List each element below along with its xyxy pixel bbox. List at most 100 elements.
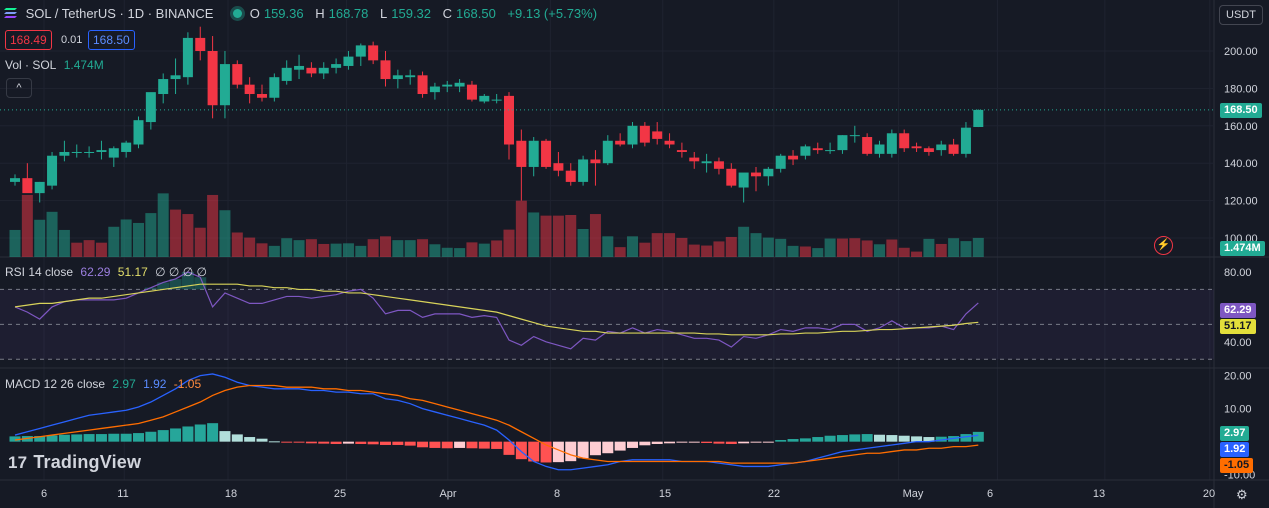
macd-histogram-bar — [108, 433, 120, 442]
symbol-label[interactable]: SOL / TetherUS · 1D · BINANCE — [25, 6, 214, 21]
macd-histogram-bar — [849, 434, 861, 442]
volume-bar — [231, 232, 243, 257]
candle-body — [257, 94, 267, 98]
rsi-label: RSI 14 close — [5, 265, 74, 279]
volume-bar — [923, 238, 935, 257]
candle-body — [960, 127, 971, 154]
candle-body — [849, 135, 860, 137]
macd-hist-value: 2.97 — [112, 377, 136, 391]
candle-body — [825, 150, 836, 152]
candle-body — [590, 159, 601, 164]
candle-body — [701, 161, 712, 164]
macd-line-value: 1.92 — [143, 377, 167, 391]
macd-histogram-bar — [182, 426, 194, 442]
macd-histogram-bar — [935, 436, 947, 442]
ohlc-open: O 159.36 — [249, 6, 304, 21]
candle-body — [516, 140, 527, 167]
volume-bar — [281, 238, 293, 257]
macd-histogram-bar — [639, 441, 651, 446]
candle-body — [84, 151, 95, 153]
macd-histogram-bar — [441, 441, 453, 449]
candle-body — [22, 178, 33, 194]
collapse-legend-button[interactable]: ^ — [6, 78, 32, 98]
candle-body — [553, 163, 564, 171]
candle-body — [788, 155, 799, 160]
macd-line — [14, 373, 979, 471]
macd-histogram-bar — [318, 441, 330, 444]
macd-histogram-bar — [861, 434, 873, 442]
macd-histogram-bar — [305, 441, 317, 444]
tradingview-logo[interactable]: 17 TradingView — [8, 452, 141, 473]
candle-body — [615, 140, 626, 145]
candle-body — [862, 137, 873, 154]
gear-icon[interactable]: ⚙ — [1236, 487, 1248, 502]
volume-bar — [639, 242, 651, 257]
price-tick-label: 180.00 — [1224, 83, 1258, 95]
macd-histogram-bar — [58, 434, 70, 442]
rsi-tick-label: 40.00 — [1224, 337, 1252, 349]
macd-histogram-bar — [281, 441, 293, 443]
volume-bar — [342, 243, 354, 257]
volume-bar — [404, 240, 416, 257]
candle-body — [713, 161, 724, 169]
volume-bar — [812, 248, 824, 257]
macd-histogram-bar — [170, 428, 182, 442]
volume-bar — [491, 240, 503, 257]
macd-histogram-bar — [231, 434, 243, 442]
rsi-badge: 62.29 — [1220, 303, 1256, 318]
volume-bar — [886, 239, 898, 257]
candle-body — [800, 146, 811, 156]
volume-bar — [207, 194, 219, 257]
macd-histogram-bar — [960, 434, 972, 442]
price-tick-label: 160.00 — [1224, 121, 1258, 133]
candle-body — [121, 142, 132, 152]
candle-body — [392, 75, 403, 80]
volume-bar — [836, 238, 848, 257]
macd-histogram-bar — [589, 441, 601, 456]
volume-bar — [21, 194, 33, 257]
candle-body — [281, 67, 292, 81]
tradingview-mark-icon: 17 — [8, 453, 28, 472]
volume-badge: 1.474M — [1220, 241, 1265, 256]
candle-body — [405, 75, 416, 78]
macd-histogram-bar — [454, 441, 466, 448]
macd-histogram-bar — [923, 437, 935, 442]
currency-button[interactable]: USDT — [1219, 5, 1263, 25]
volume-bar — [651, 233, 663, 257]
volume-bar — [268, 245, 280, 257]
candle-body — [158, 79, 169, 95]
volume-bar — [849, 238, 861, 257]
macd-histogram-bar — [627, 441, 638, 448]
macd-histogram-bar — [972, 431, 984, 442]
candle-body — [331, 64, 342, 68]
candle-body — [541, 140, 552, 167]
candle-body — [219, 64, 230, 106]
candle-body — [59, 151, 70, 156]
candle-body — [738, 172, 749, 188]
sell-price-button[interactable]: 168.49 — [5, 30, 52, 50]
time-tick-label: 15 — [659, 488, 671, 500]
volume-bar — [540, 215, 552, 257]
candle-body — [726, 168, 737, 186]
macd-histogram-bar — [503, 441, 515, 455]
volume-bar — [725, 236, 737, 257]
candle-body — [899, 133, 910, 149]
macd-histogram-bar — [491, 441, 503, 449]
buy-price-button[interactable]: 168.50 — [88, 30, 135, 50]
macd-line-badge: 1.92 — [1220, 442, 1250, 457]
volume-bar — [478, 243, 490, 257]
macd-histogram-bar — [145, 431, 157, 442]
macd-histogram-bar — [429, 441, 441, 448]
macd-histogram-bar — [676, 441, 688, 443]
macd-histogram-bar — [750, 441, 762, 443]
macd-histogram-bar — [478, 441, 490, 449]
volume-bar — [120, 219, 132, 257]
rsi-legend: RSI 14 close 62.29 51.17 ∅ ∅ ∅ ∅ — [5, 265, 211, 279]
flash-icon[interactable]: ⚡ — [1154, 236, 1173, 255]
volume-bar — [194, 227, 206, 257]
volume-label: Vol · SOL — [5, 58, 57, 72]
candle-body — [528, 140, 539, 167]
time-tick-label: 8 — [554, 488, 560, 500]
candle-body — [886, 133, 897, 154]
